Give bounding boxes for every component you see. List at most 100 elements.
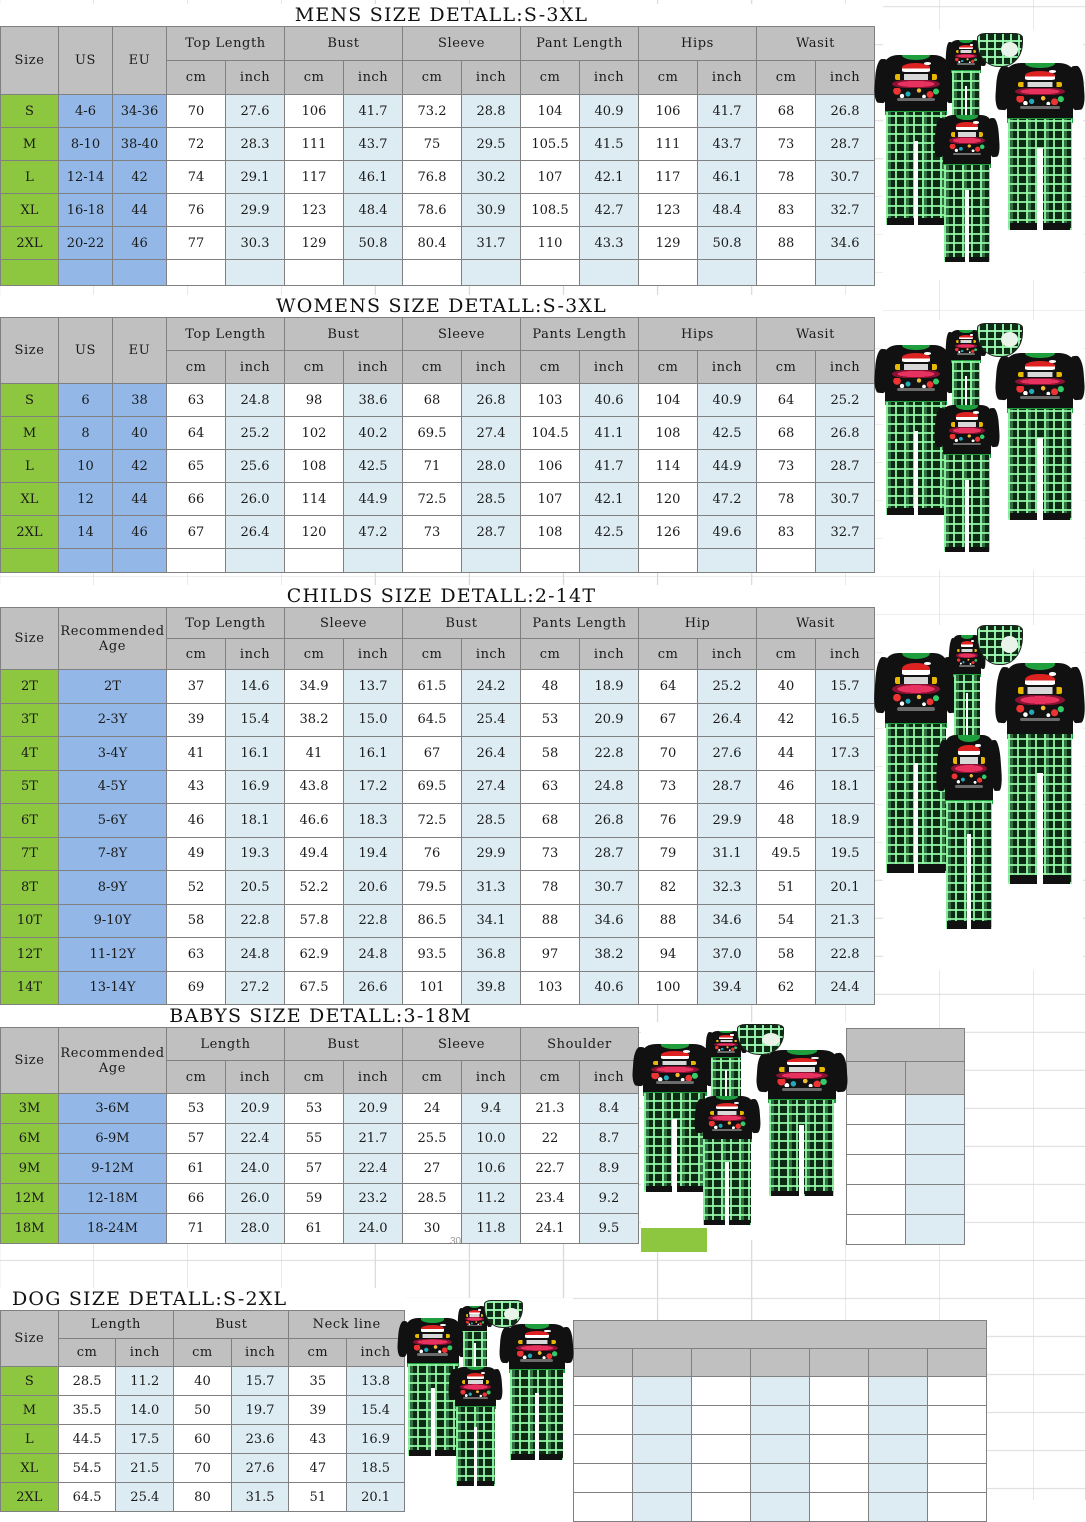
table-row: 12T 11-12Y 63 24.8 62.9 24.8 93.5 36.8 97 38.2 94 3… — [0, 937, 875, 972]
ext-cell-empty — [846, 1094, 906, 1125]
ext-cell-empty — [691, 1405, 751, 1435]
cell-measure: 19.5 — [815, 836, 875, 871]
cell-recommended-age: 5-6Y — [58, 803, 167, 838]
cell-measure: 40.9 — [579, 94, 639, 128]
cell-measure: 29.1 — [225, 160, 285, 194]
cell-measure: 61 — [166, 1153, 226, 1184]
cell-measure: 26.4 — [225, 515, 285, 549]
cell-recommended-age: 2T — [58, 669, 167, 704]
cell-measure: 26.6 — [343, 970, 403, 1005]
childs-photo — [873, 625, 1086, 970]
cell-measure: 24.1 — [520, 1213, 580, 1244]
unit-header-inch: inch — [697, 638, 757, 670]
cell-measure: 48 — [520, 669, 580, 704]
cell-measure: 67.5 — [284, 970, 344, 1005]
unit-header-cm: cm — [402, 60, 462, 95]
group-header-wasit: Wasit — [756, 26, 875, 61]
table-row: L 12-14 42 74 29.1 117 46.1 76.8 30.2 107 42.1 117 4… — [0, 160, 875, 194]
col-header-size: Size — [0, 317, 59, 384]
cell-measure: 31.1 — [697, 836, 757, 871]
unit-header-cm: cm — [288, 1338, 348, 1367]
cell-measure: 28.0 — [225, 1213, 285, 1244]
ext-cell-empty — [691, 1463, 751, 1493]
cell-measure: 27.6 — [230, 1453, 290, 1483]
cell-measure: 108.5 — [520, 193, 580, 227]
cell-measure: 108 — [520, 515, 580, 549]
ext-cell-empty — [846, 1124, 906, 1155]
ext-cell-empty — [750, 1434, 810, 1464]
cell-measure: 22 — [520, 1123, 580, 1154]
cell-measure: 9.5 — [579, 1213, 639, 1244]
cell-measure: 40.6 — [579, 970, 639, 1005]
cell-measure: 22.8 — [579, 736, 639, 771]
cell-measure: 83 — [756, 515, 816, 549]
dog-photo — [397, 1298, 575, 1500]
unit-header-cm: cm — [402, 350, 462, 384]
cell-measure: 74 — [166, 160, 226, 194]
cell-measure: 29.9 — [225, 193, 285, 227]
mens-title: MENS SIZE DETALL:S-3XL — [0, 4, 883, 26]
unit-header-cm: cm — [284, 1060, 344, 1094]
unit-header-inch: inch — [579, 1060, 639, 1094]
unit-header-inch: inch — [697, 350, 757, 384]
cell-measure: 28.3 — [225, 127, 285, 161]
table-row: 2T 2T 37 14.6 34.9 13.7 61.5 24.2 48 18.9 64 25.2 40… — [0, 669, 875, 704]
unit-header-cm: cm — [638, 350, 698, 384]
table-row: S 28.5 11.2 40 15.7 35 13.8 — [0, 1366, 405, 1396]
cell-empty — [166, 548, 226, 573]
cell-measure: 30.7 — [815, 482, 875, 516]
cell-measure: 120 — [284, 515, 344, 549]
header-row-group: Size Recommended Age Top Length Sleeve Bust Pa… — [0, 607, 875, 670]
cell-recommended-age: 12-18M — [58, 1183, 167, 1214]
cell-measure: 26.8 — [815, 94, 875, 128]
section-babys: BABYS SIZE DETALL:3-18M Size Recommended A… — [0, 1005, 641, 1244]
header-row-units: cm inch cm inch cm inch cm inch — [1, 1060, 639, 1094]
cell-measure: 47.2 — [697, 482, 757, 516]
cell-measure: 10.6 — [461, 1153, 521, 1184]
table-row: 6T 5-6Y 46 18.1 46.6 18.3 72.5 28.5 68 26.8 76 29.9… — [0, 803, 875, 838]
cell-us: 8 — [58, 416, 113, 450]
cell-measure: 28.5 — [461, 803, 521, 838]
unit-header-inch: inch — [343, 60, 403, 95]
ext-unit-header — [905, 1061, 965, 1095]
bandana-icon — [977, 32, 1023, 67]
cell-size: 14T — [0, 970, 59, 1005]
cell-measure: 35 — [288, 1366, 348, 1396]
header-row-group: Size Length Bust Neck line — [0, 1310, 405, 1367]
cell-empty — [579, 548, 639, 573]
group-header-bust: Bust — [402, 607, 521, 639]
cell-measure: 26.8 — [461, 383, 521, 417]
group-header-bust: Bust — [284, 1027, 403, 1061]
cell-measure: 73 — [402, 515, 462, 549]
ext-cell-empty — [691, 1376, 751, 1406]
header-row-group: Size Recommended Age Length Bust Sleeve Should… — [0, 1027, 639, 1094]
unit-header-cm: cm — [166, 60, 226, 95]
cell-size: S — [0, 94, 59, 128]
cell-recommended-age: 9-10Y — [58, 903, 167, 938]
cell-measure: 24.8 — [343, 937, 403, 972]
cell-us: 14 — [58, 515, 113, 549]
group-header-sleeve: Sleeve — [402, 1027, 521, 1061]
cell-measure: 117 — [638, 160, 698, 194]
cell-measure: 42 — [756, 702, 816, 737]
cell-measure: 103 — [520, 383, 580, 417]
cell-recommended-age: 7-8Y — [58, 836, 167, 871]
unit-header-cm: cm — [284, 60, 344, 95]
header-row-units: cm inch cm inch cm inch cm inch cm inch cm inch — [1, 350, 875, 384]
cell-measure: 67 — [402, 736, 462, 771]
cell-measure: 106 — [284, 94, 344, 128]
cell-empty — [638, 259, 698, 286]
unit-header-cm: cm — [520, 638, 580, 670]
cell-measure: 126 — [638, 515, 698, 549]
table-row: 2XL 64.5 25.4 80 31.5 51 20.1 — [0, 1482, 405, 1512]
pajama-figure — [447, 1366, 504, 1486]
pajama-figure — [397, 1318, 469, 1456]
pajama-figure — [755, 1050, 848, 1197]
cell-measure: 43.3 — [579, 226, 639, 260]
ext-cell-empty — [573, 1434, 633, 1464]
table-row: 18M 18-24M 71 28.0 61 24.0 30 11.8 24.1 9.5 — [0, 1213, 639, 1244]
cell-measure: 53 — [166, 1093, 226, 1124]
cell-measure: 75 — [402, 127, 462, 161]
cell-measure: 51 — [288, 1482, 348, 1512]
table-row: XL 12 44 66 26.0 114 44.9 72.5 28.5 107 42.1 120 47.… — [0, 482, 875, 516]
